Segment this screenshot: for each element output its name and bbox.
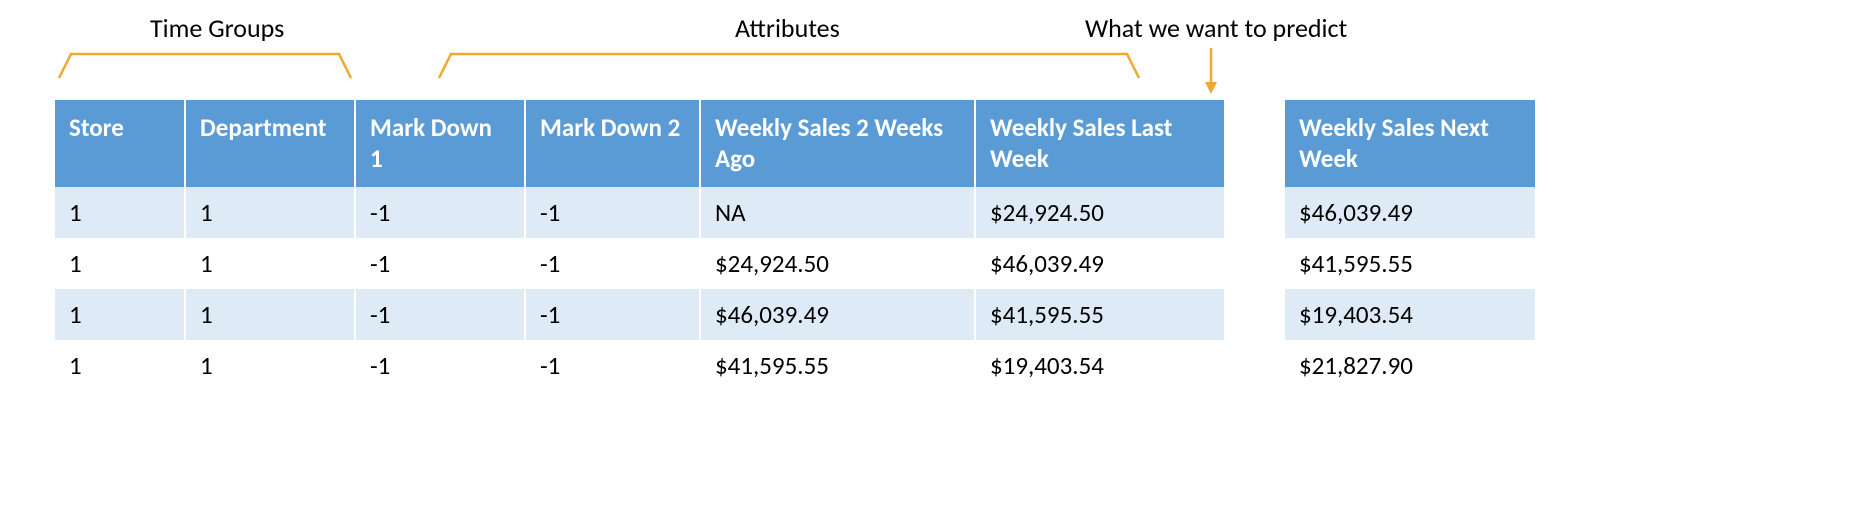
cell-store: 1 — [55, 289, 185, 340]
bracket-time-groups — [55, 50, 355, 80]
cell-gap — [1225, 187, 1285, 238]
cell-dept: 1 — [185, 187, 355, 238]
col-header-wslast: Weekly Sales Last Week — [975, 100, 1225, 187]
cell-md1: -1 — [355, 238, 525, 289]
cell-md2: -1 — [525, 238, 700, 289]
cell-wslast: $41,595.55 — [975, 289, 1225, 340]
cell-wslast: $46,039.49 — [975, 238, 1225, 289]
cell-wslast: $24,924.50 — [975, 187, 1225, 238]
table-header-row: Store Department Mark Down 1 Mark Down 2… — [55, 100, 1535, 187]
cell-wsnext: $21,827.90 — [1285, 340, 1535, 391]
cell-dept: 1 — [185, 238, 355, 289]
cell-ws2: $46,039.49 — [700, 289, 975, 340]
cell-wsnext: $41,595.55 — [1285, 238, 1535, 289]
cell-wslast: $19,403.54 — [975, 340, 1225, 391]
cell-store: 1 — [55, 340, 185, 391]
table-row: 1 1 -1 -1 $46,039.49 $41,595.55 $19,403.… — [55, 289, 1535, 340]
cell-ws2: $41,595.55 — [700, 340, 975, 391]
table-row: 1 1 -1 -1 NA $24,924.50 $46,039.49 — [55, 187, 1535, 238]
cell-store: 1 — [55, 238, 185, 289]
cell-md2: -1 — [525, 289, 700, 340]
cell-gap — [1225, 340, 1285, 391]
cell-wsnext: $46,039.49 — [1285, 187, 1535, 238]
cell-gap — [1225, 289, 1285, 340]
col-header-ws2weeks: Weekly Sales 2 Weeks Ago — [700, 100, 975, 187]
col-gap-header — [1225, 100, 1285, 187]
cell-md2: -1 — [525, 340, 700, 391]
bracket-row — [55, 50, 1535, 100]
data-table: Store Department Mark Down 1 Mark Down 2… — [55, 100, 1536, 391]
annotation-attributes: Attributes — [735, 12, 840, 44]
col-header-wsnext: Weekly Sales Next Week — [1285, 100, 1535, 187]
annotation-labels-row: Time Groups Attributes What we want to p… — [55, 0, 1535, 50]
table-row: 1 1 -1 -1 $24,924.50 $46,039.49 $41,595.… — [55, 238, 1535, 289]
cell-ws2: NA — [700, 187, 975, 238]
cell-wsnext: $19,403.54 — [1285, 289, 1535, 340]
cell-md1: -1 — [355, 340, 525, 391]
bracket-attributes — [435, 50, 1143, 80]
cell-md2: -1 — [525, 187, 700, 238]
cell-md1: -1 — [355, 187, 525, 238]
annotation-time-groups: Time Groups — [150, 12, 284, 44]
cell-dept: 1 — [185, 289, 355, 340]
cell-gap — [1225, 238, 1285, 289]
annotation-predict: What we want to predict — [1085, 12, 1347, 44]
cell-md1: -1 — [355, 289, 525, 340]
col-header-department: Department — [185, 100, 355, 187]
cell-dept: 1 — [185, 340, 355, 391]
cell-store: 1 — [55, 187, 185, 238]
col-header-markdown1: Mark Down 1 — [355, 100, 525, 187]
col-header-markdown2: Mark Down 2 — [525, 100, 700, 187]
table-body: 1 1 -1 -1 NA $24,924.50 $46,039.49 1 1 -… — [55, 187, 1535, 391]
arrow-predict — [1202, 48, 1220, 94]
cell-ws2: $24,924.50 — [700, 238, 975, 289]
table-row: 1 1 -1 -1 $41,595.55 $19,403.54 $21,827.… — [55, 340, 1535, 391]
col-header-store: Store — [55, 100, 185, 187]
